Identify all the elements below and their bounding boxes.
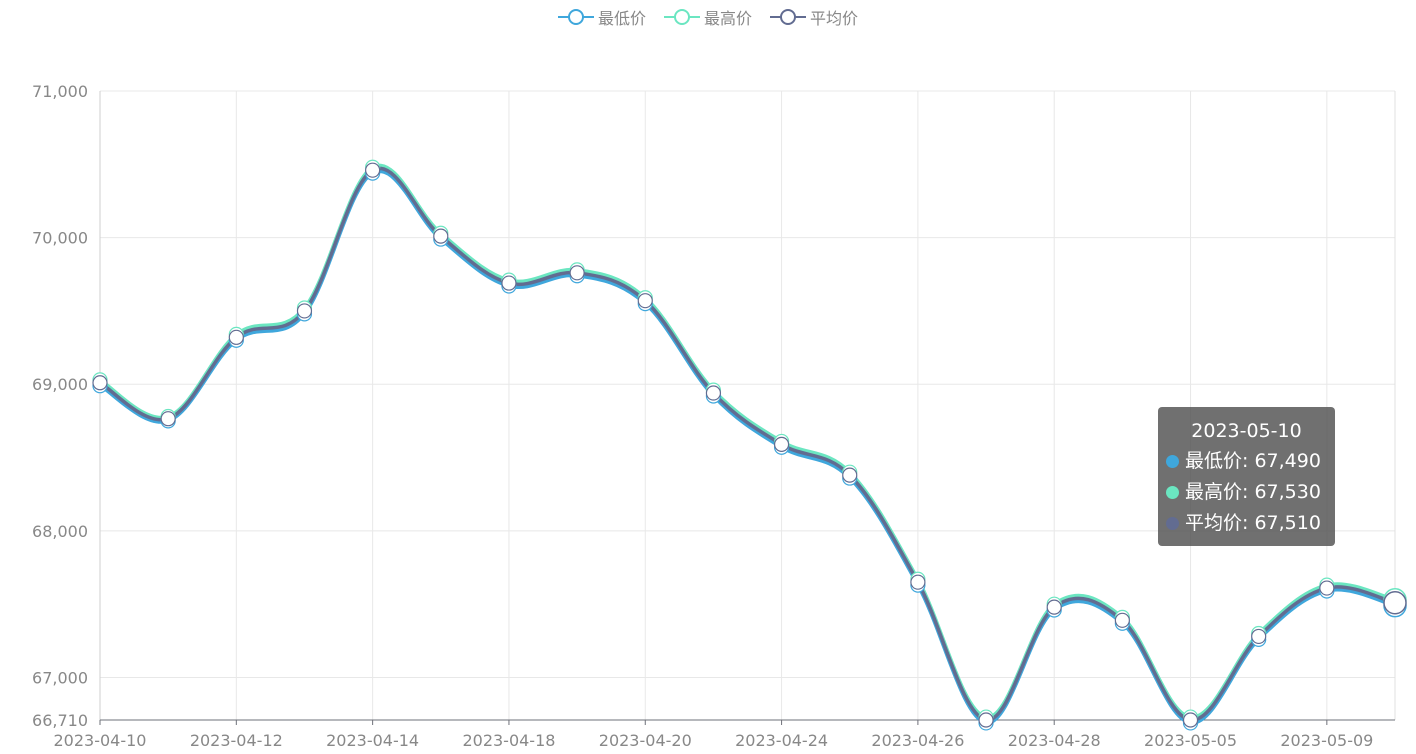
data-point[interactable] bbox=[705, 385, 722, 401]
y-tick-label: 67,000 bbox=[32, 668, 88, 687]
x-tick-label: 2023-05-09 bbox=[1280, 731, 1373, 750]
legend: 最低价 最高价 平均价 bbox=[0, 4, 1416, 30]
tooltip-title: 2023-05-10 bbox=[1191, 420, 1302, 442]
legend-item-avg[interactable]: 平均价 bbox=[770, 5, 858, 29]
x-tick-label: 2023-04-12 bbox=[190, 731, 283, 750]
y-tick-label: 70,000 bbox=[32, 229, 88, 248]
legend-item-max[interactable]: 最高价 bbox=[663, 5, 752, 29]
series-line-2 bbox=[99, 166, 1396, 722]
legend-line-circle-icon bbox=[770, 9, 806, 25]
tooltip-row-min: 最低价: 67,490 bbox=[1166, 446, 1327, 477]
x-tick-label: 2023-04-14 bbox=[326, 731, 419, 750]
chart-tooltip: 2023-05-10 最低价: 67,490 最高价: 67,530 平均价: … bbox=[1158, 407, 1335, 546]
x-tick-label: 2023-04-18 bbox=[462, 731, 555, 750]
y-tick-label: 69,000 bbox=[32, 375, 88, 394]
data-point[interactable] bbox=[910, 574, 926, 590]
tooltip-dot-max bbox=[1166, 486, 1179, 499]
x-axis-tick-labels: 2023-04-10 2023-04-12 2023-04-14 2023-04-18… bbox=[54, 731, 1374, 750]
legend-label-min: 最低价 bbox=[597, 9, 646, 28]
tooltip-dot-avg bbox=[1166, 517, 1179, 530]
tooltip-text-avg: 平均价: 67,510 bbox=[1185, 512, 1321, 534]
grid-lines bbox=[99, 90, 1396, 720]
data-point[interactable] bbox=[1182, 712, 1199, 728]
data-point[interactable] bbox=[1046, 599, 1062, 615]
legend-label-max: 最高价 bbox=[703, 9, 752, 28]
data-point[interactable] bbox=[637, 293, 653, 309]
data-point[interactable] bbox=[978, 712, 994, 728]
data-point[interactable] bbox=[92, 375, 108, 391]
tooltip-row-avg: 平均价: 67,510 bbox=[1166, 508, 1327, 539]
data-point[interactable] bbox=[1114, 612, 1130, 628]
tooltip-text-min: 最低价: 67,490 bbox=[1185, 450, 1321, 472]
tooltip-row-max: 最高价: 67,530 bbox=[1166, 477, 1327, 508]
data-point[interactable] bbox=[160, 411, 176, 427]
tooltip-text-max: 最高价: 67,530 bbox=[1185, 481, 1321, 503]
tooltip-dot-min bbox=[1166, 455, 1179, 468]
x-tick-label: 2023-04-28 bbox=[1008, 731, 1101, 750]
data-point[interactable] bbox=[1383, 590, 1407, 615]
x-tick-label: 2023-04-24 bbox=[735, 731, 828, 750]
data-point[interactable] bbox=[296, 303, 313, 319]
x-tick-label: 2023-05-05 bbox=[1144, 731, 1237, 750]
data-point[interactable] bbox=[501, 275, 517, 291]
data-point[interactable] bbox=[433, 228, 449, 244]
y-tick-label: 71,000 bbox=[32, 82, 88, 101]
data-point[interactable] bbox=[773, 436, 790, 452]
series-lines bbox=[99, 163, 1396, 725]
data-point[interactable] bbox=[1319, 580, 1335, 596]
data-point[interactable] bbox=[569, 265, 585, 281]
legend-line-circle-icon bbox=[663, 9, 700, 25]
x-tick-label: 2023-04-26 bbox=[871, 731, 964, 750]
y-axis-tick-labels: 66,710 67,000 68,000 69,000 70,000 71,000 bbox=[32, 82, 88, 730]
x-tick-label: 2023-04-20 bbox=[599, 731, 692, 750]
x-tick-label: 2023-04-10 bbox=[54, 731, 147, 750]
data-point[interactable] bbox=[365, 162, 381, 178]
y-tick-label: 68,000 bbox=[32, 522, 88, 541]
y-tick-label: 66,710 bbox=[32, 711, 88, 730]
series-points bbox=[92, 159, 1407, 731]
legend-item-min[interactable]: 最低价 bbox=[557, 5, 646, 29]
data-point[interactable] bbox=[228, 329, 244, 345]
legend-label-avg: 平均价 bbox=[810, 9, 859, 28]
legend-line-circle-icon bbox=[557, 9, 594, 25]
data-point[interactable] bbox=[1251, 628, 1267, 645]
data-point[interactable] bbox=[842, 467, 858, 483]
